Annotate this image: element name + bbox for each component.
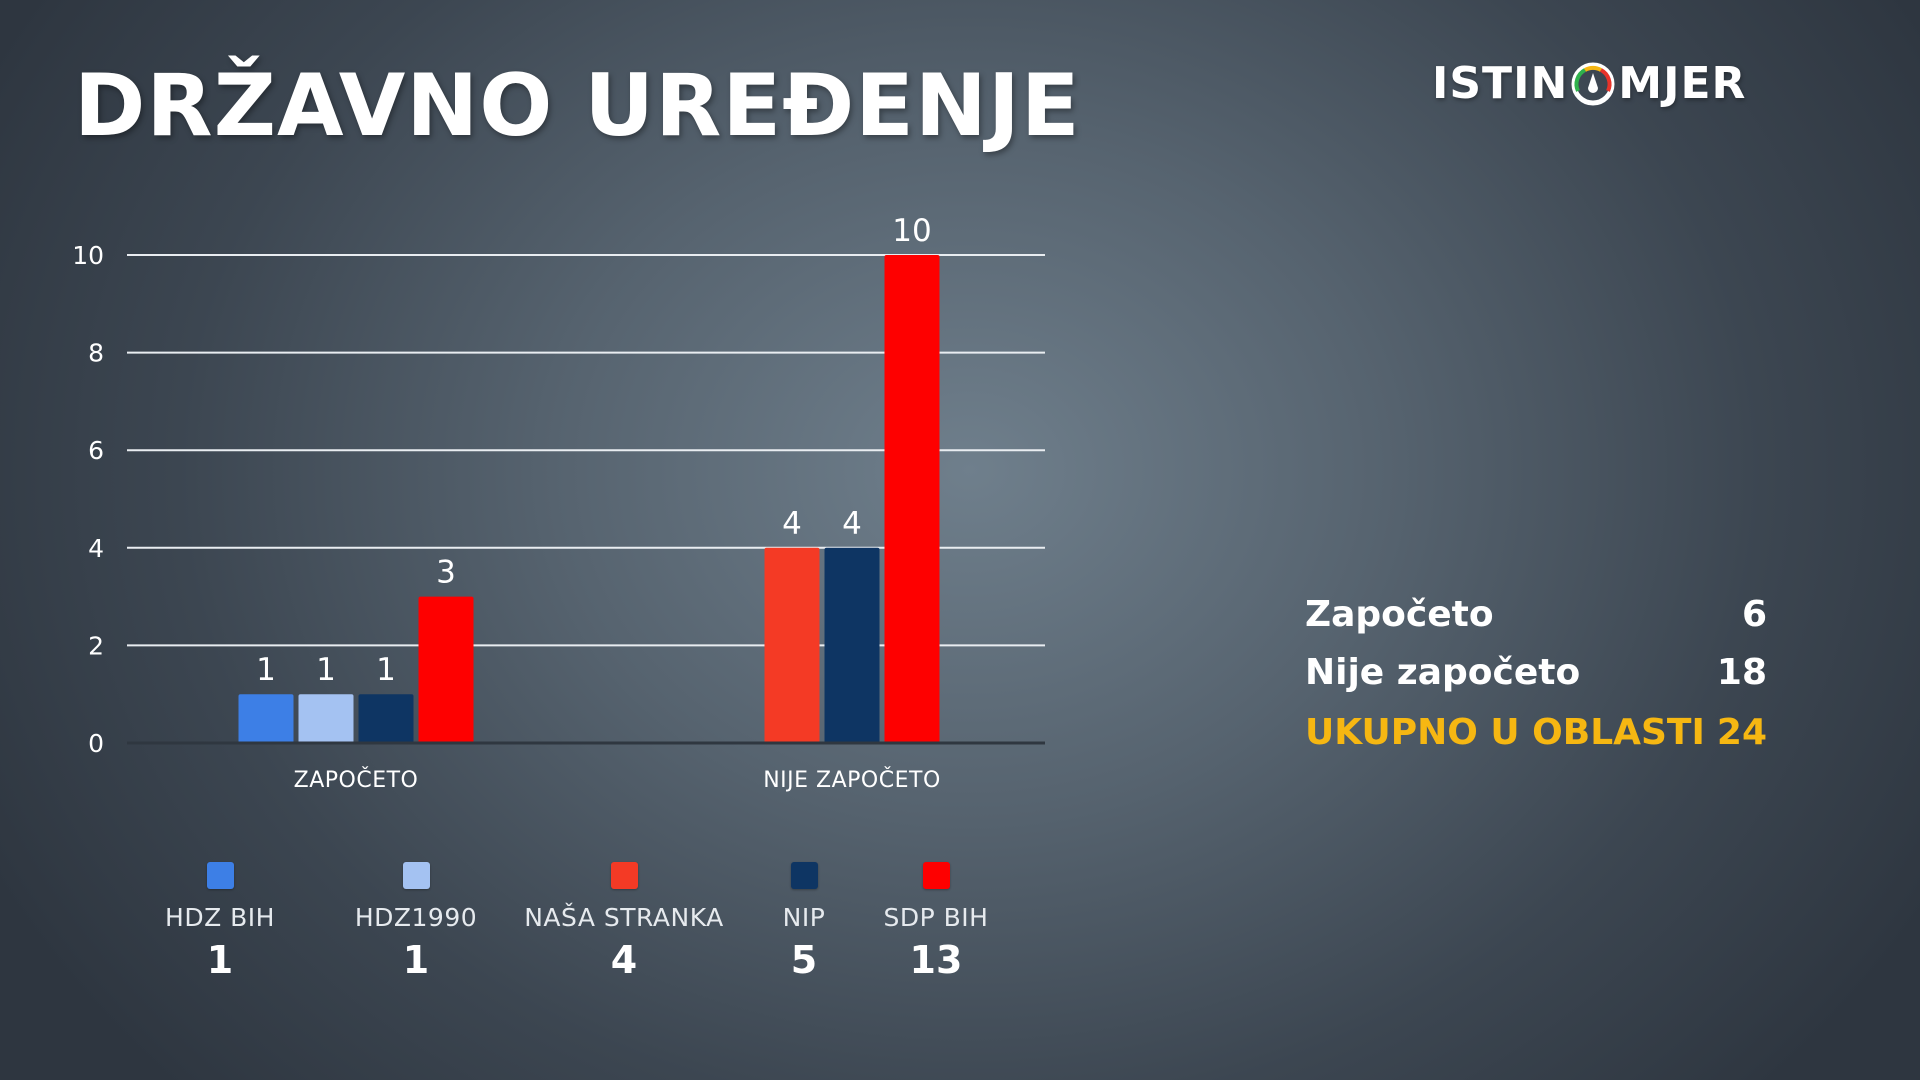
- bar: [418, 596, 474, 743]
- legend-item: HDZ1990 1: [316, 862, 516, 982]
- y-tick-label: 8: [88, 339, 104, 368]
- legend-count: 1: [206, 938, 234, 982]
- logo-text-left: ISTIN: [1432, 58, 1569, 109]
- bar: [358, 694, 414, 743]
- legend-label: SDP BIH: [883, 903, 989, 932]
- legend-item: NIP 5: [704, 862, 904, 982]
- legend-item: NAŠA STRANKA 4: [524, 862, 724, 982]
- legend-count: 4: [610, 938, 638, 982]
- summary-not-started-row: Nije započeto 18: [1305, 652, 1767, 693]
- x-category-label: NIJE ZAPOČETO: [763, 767, 941, 793]
- legend-swatch: [790, 862, 818, 889]
- y-tick-label: 4: [88, 534, 104, 563]
- legend-swatch: [206, 862, 234, 889]
- page-title: DRŽAVNO UREĐENJE: [74, 56, 1081, 156]
- legend-label: NIP: [782, 903, 826, 932]
- summary-started-row: Započeto 6: [1305, 594, 1767, 635]
- legend-label: NAŠA STRANKA: [524, 903, 724, 932]
- legend-swatch: [922, 862, 950, 889]
- x-category-label: ZAPOČETO: [294, 767, 419, 793]
- bar: [884, 255, 940, 743]
- summary-not-started-label: Nije započeto: [1305, 652, 1581, 693]
- bar: [764, 547, 820, 743]
- summary-not-started-value: 18: [1716, 652, 1767, 693]
- bar-value-label: 3: [436, 555, 456, 591]
- legend-label: HDZ1990: [354, 903, 478, 932]
- y-tick-label: 0: [88, 729, 104, 758]
- summary-started-value: 6: [1741, 594, 1767, 635]
- legend-swatch: [610, 862, 638, 889]
- bar: [238, 694, 294, 743]
- summary-started-label: Započeto: [1305, 594, 1494, 635]
- y-tick-label: 10: [72, 241, 104, 270]
- legend-label: HDZ BIH: [165, 903, 275, 932]
- bar-value-label: 4: [782, 506, 802, 542]
- summary-total-value: 24: [1716, 712, 1767, 753]
- logo-text-right: MJER: [1618, 58, 1747, 109]
- summary-total-row: UKUPNO U OBLASTI 24: [1305, 712, 1767, 753]
- legend-count: 1: [402, 938, 430, 982]
- bar-value-label: 1: [376, 652, 396, 688]
- istinomjer-logo: ISTIN MJER: [1432, 58, 1746, 109]
- bar-value-label: 1: [256, 652, 276, 688]
- summary-total-label: UKUPNO U OBLASTI: [1305, 712, 1705, 753]
- y-tick-label: 2: [88, 631, 104, 660]
- bar-value-label: 10: [892, 213, 931, 249]
- legend-count: 5: [790, 938, 818, 982]
- legend-item: SDP BIH 13: [836, 862, 1036, 982]
- bar: [298, 694, 354, 743]
- bar: [824, 547, 880, 743]
- bar-value-label: 4: [842, 506, 862, 542]
- legend-item: HDZ BIH 1: [120, 862, 320, 982]
- y-tick-label: 6: [88, 436, 104, 465]
- gauge-icon: [1571, 62, 1615, 105]
- bar-value-label: 1: [316, 652, 336, 688]
- legend-swatch: [402, 862, 430, 889]
- legend-count: 13: [909, 938, 963, 982]
